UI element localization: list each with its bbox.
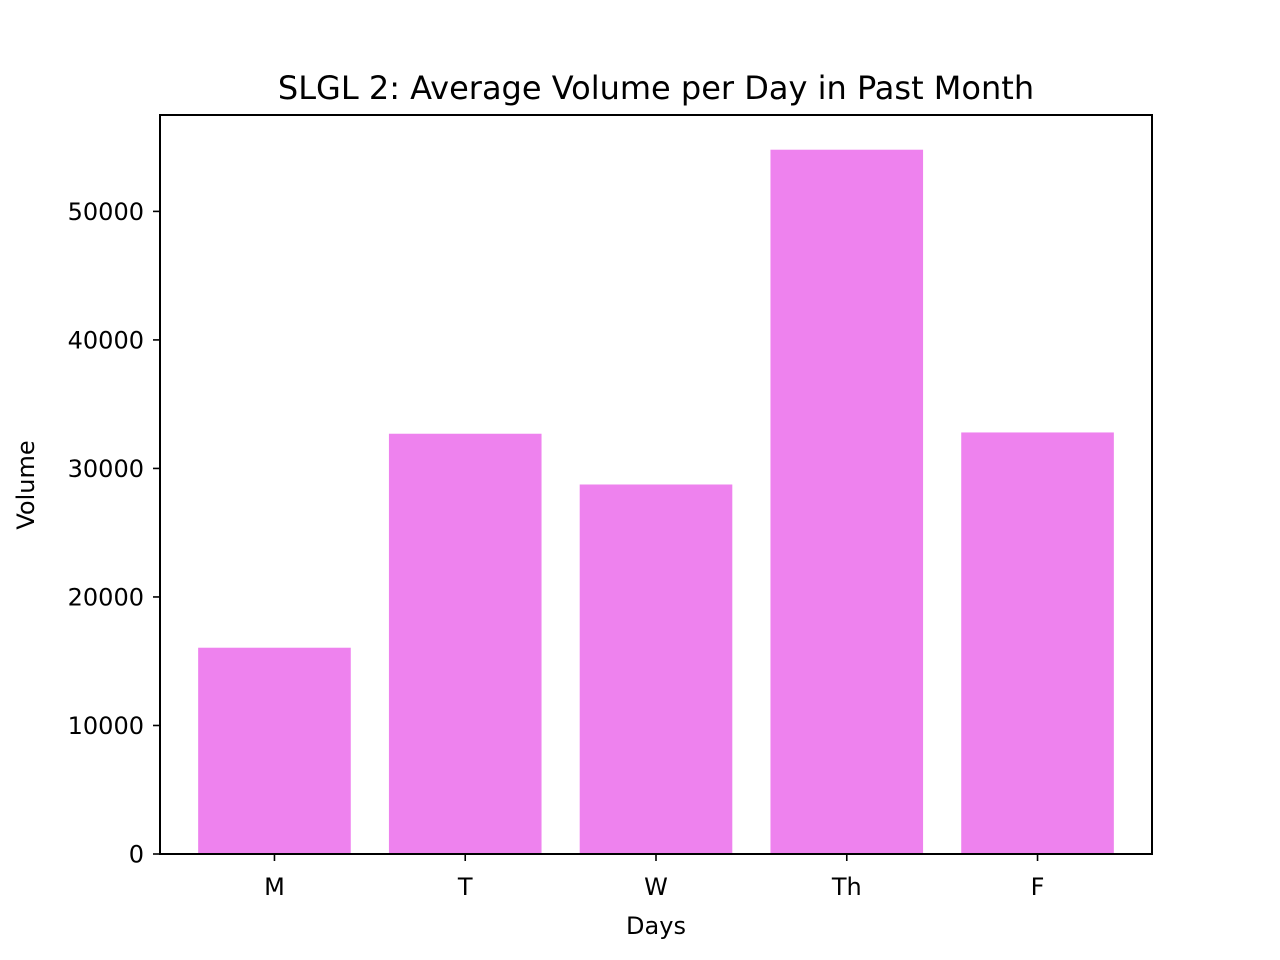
x-tick-label: M xyxy=(264,873,285,901)
bar-f xyxy=(961,432,1114,854)
x-axis-label: Days xyxy=(626,912,686,940)
bar-th xyxy=(770,149,924,854)
plot-frame xyxy=(159,114,1153,855)
bar-w xyxy=(579,484,733,854)
y-tick-label: 10000 xyxy=(68,712,144,740)
x-tick-label: Th xyxy=(831,873,862,901)
y-tick-label: 40000 xyxy=(68,326,144,354)
y-tick-label: 30000 xyxy=(68,455,144,483)
x-tick-label: F xyxy=(1031,873,1045,901)
bars-group xyxy=(198,149,1114,854)
bar-t xyxy=(388,433,542,854)
ticks-group: M T W Th F 0 10000 20000 30000 40000 50000 xyxy=(68,198,1045,901)
y-axis-label: Volume xyxy=(12,440,40,529)
y-tick-label: 50000 xyxy=(68,198,144,226)
y-tick-label: 20000 xyxy=(68,583,144,611)
x-tick-label: T xyxy=(457,873,473,901)
y-tick-label: 0 xyxy=(129,841,144,869)
bar-m xyxy=(198,647,351,854)
chart-title: SLGL 2: Average Volume per Day in Past M… xyxy=(278,69,1034,107)
x-tick-label: W xyxy=(644,873,668,901)
